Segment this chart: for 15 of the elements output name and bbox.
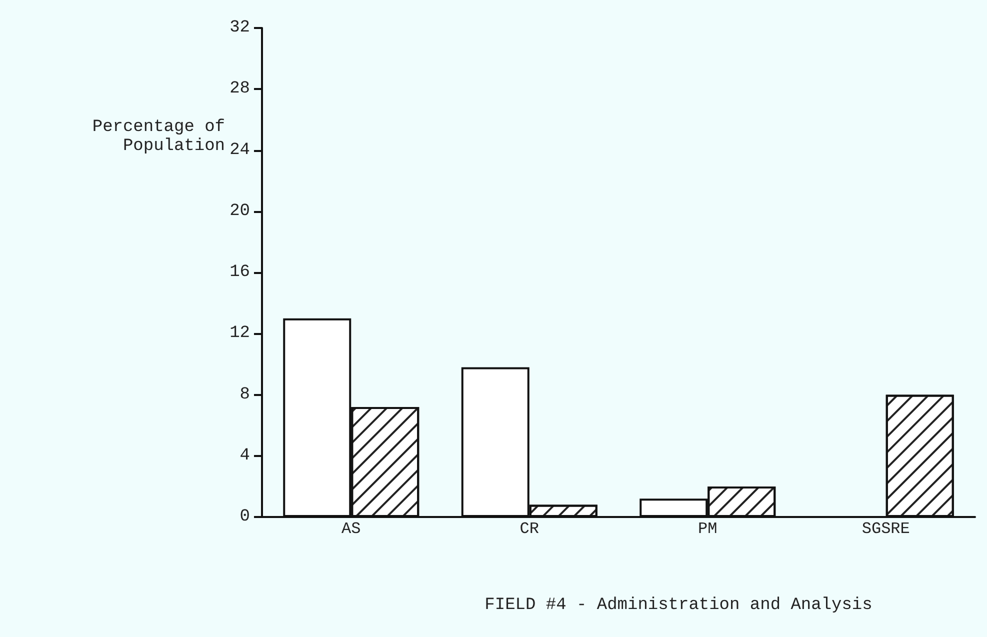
x-tick-label: CR <box>520 520 540 538</box>
y-tick-label: 0 <box>240 508 250 526</box>
y-tick-label: 4 <box>240 446 250 466</box>
y-tick-label: 8 <box>240 385 250 404</box>
x-tick-label: SGSRE <box>862 520 910 538</box>
y-tick-label: 28 <box>230 80 250 99</box>
y-tick-label: 32 <box>230 18 250 38</box>
y-tick-label: 24 <box>230 140 250 160</box>
x-tick-label: PM <box>698 520 718 538</box>
y-tick-label: 20 <box>230 202 250 221</box>
y-tick-label: 16 <box>230 263 250 282</box>
y-axis-title: Percentage of Population <box>91 118 225 156</box>
x-axis-title: FIELD #4 - Administration and Analysis <box>484 596 872 615</box>
x-tick-label: AS <box>342 520 361 538</box>
y-tick-label: 12 <box>230 324 250 344</box>
